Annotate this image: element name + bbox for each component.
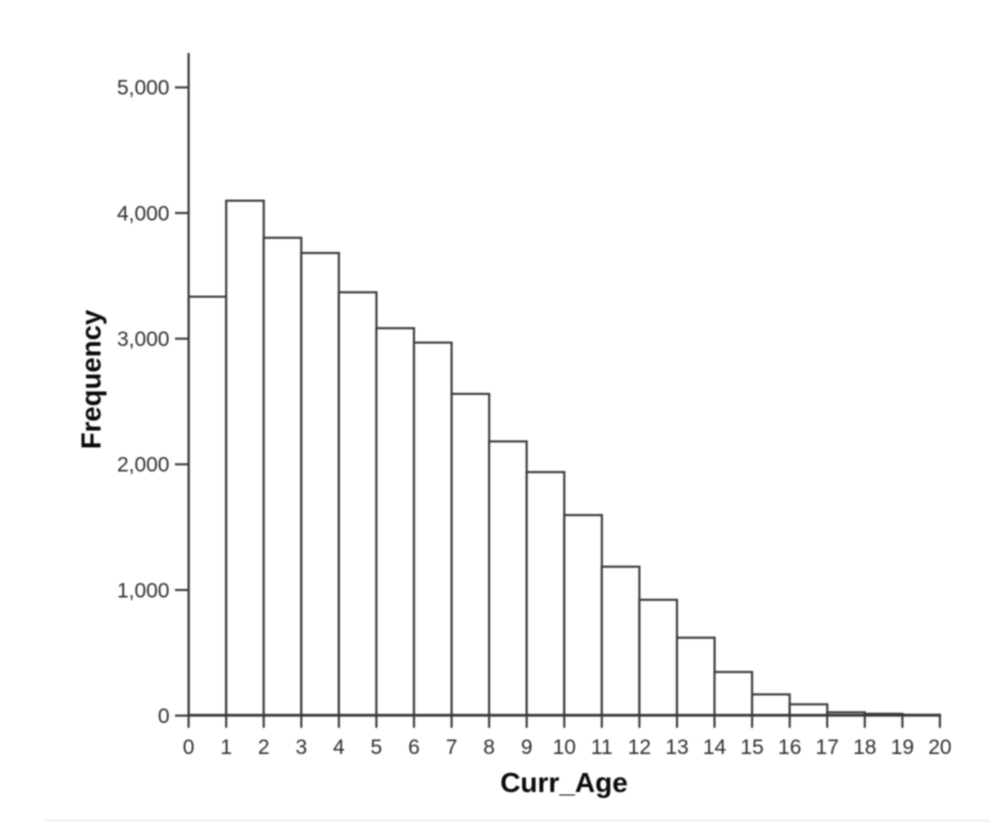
svg-text:8: 8 — [483, 736, 495, 759]
svg-text:Curr_Age: Curr_Age — [500, 767, 628, 798]
svg-text:4: 4 — [333, 736, 345, 759]
svg-text:0: 0 — [183, 736, 195, 759]
svg-text:3,000: 3,000 — [117, 328, 170, 351]
svg-text:10: 10 — [553, 736, 576, 759]
svg-text:13: 13 — [665, 736, 688, 759]
svg-text:7: 7 — [446, 736, 458, 759]
svg-text:11: 11 — [591, 736, 613, 759]
svg-text:2: 2 — [258, 736, 270, 759]
svg-text:16: 16 — [778, 736, 801, 759]
svg-text:Frequency: Frequency — [76, 309, 107, 449]
svg-text:15: 15 — [740, 736, 763, 759]
svg-text:4,000: 4,000 — [117, 202, 170, 225]
svg-text:5: 5 — [371, 736, 383, 759]
svg-text:6: 6 — [408, 736, 420, 759]
svg-text:1: 1 — [220, 736, 232, 759]
svg-text:20: 20 — [928, 736, 951, 759]
svg-text:3: 3 — [295, 736, 307, 759]
svg-text:2,000: 2,000 — [117, 454, 170, 477]
svg-text:1,000: 1,000 — [117, 579, 170, 602]
svg-text:9: 9 — [521, 736, 533, 759]
svg-text:5,000: 5,000 — [117, 77, 170, 100]
svg-text:17: 17 — [816, 736, 839, 759]
svg-text:0: 0 — [158, 705, 170, 728]
svg-text:14: 14 — [703, 736, 727, 759]
svg-text:12: 12 — [628, 736, 651, 759]
svg-text:19: 19 — [891, 736, 914, 759]
svg-text:18: 18 — [853, 736, 876, 759]
